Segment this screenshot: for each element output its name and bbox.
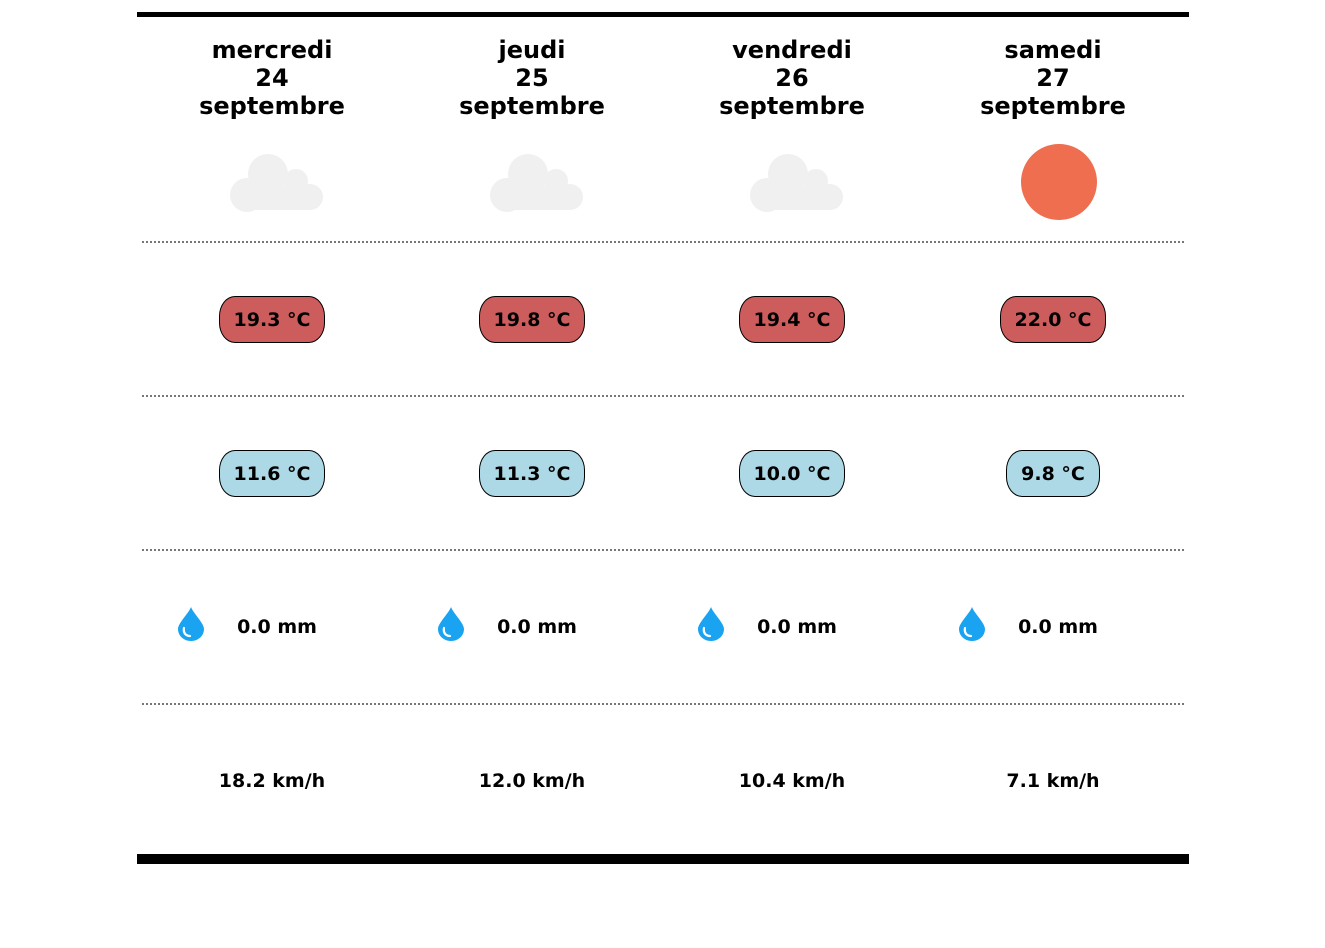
- water-drop-icon: [698, 607, 724, 641]
- day-number: 26: [775, 64, 809, 92]
- day-column: mercredi 24 septembre 19.3 °C 11.6 °C 0: [142, 0, 402, 860]
- sun-icon: [1021, 144, 1097, 220]
- max-temp-value: 19.4 °C: [738, 296, 846, 343]
- precipitation-row: 0.0 mm: [142, 604, 402, 644]
- wind-speed-value: 18.2 km/h: [218, 770, 326, 792]
- min-temp-badge: 11.6 °C: [142, 450, 402, 497]
- row-divider: [142, 395, 1184, 397]
- day-number: 27: [1036, 64, 1070, 92]
- wind-speed-value: 12.0 km/h: [478, 770, 586, 792]
- min-temp-value: 11.6 °C: [218, 450, 326, 497]
- max-temp-value: 19.8 °C: [478, 296, 586, 343]
- precipitation-value: 0.0 mm: [497, 616, 577, 638]
- day-number: 25: [515, 64, 549, 92]
- max-temp-badge: 19.8 °C: [402, 296, 662, 343]
- row-divider: [142, 549, 1184, 551]
- min-temp-value: 11.3 °C: [478, 450, 586, 497]
- min-temp-badge: 11.3 °C: [402, 450, 662, 497]
- bottom-border: [137, 854, 1189, 864]
- max-temp-badge: 19.4 °C: [662, 296, 922, 343]
- min-temp-value: 10.0 °C: [738, 450, 846, 497]
- max-temp-value: 22.0 °C: [999, 296, 1107, 343]
- day-column: samedi 27 septembre 22.0 °C 9.8 °C 0.0 m…: [923, 0, 1183, 860]
- precipitation-value: 0.0 mm: [1018, 616, 1098, 638]
- cloud-icon: [490, 154, 583, 212]
- weekday: mercredi: [211, 36, 333, 64]
- max-temp-badge: 22.0 °C: [923, 296, 1183, 343]
- precipitation-value: 0.0 mm: [757, 616, 837, 638]
- day-heading: mercredi 24 septembre: [142, 36, 402, 120]
- precipitation-row: 0.0 mm: [662, 604, 922, 644]
- day-column: jeudi 25 septembre 19.8 °C 11.3 °C 0.0: [402, 0, 662, 860]
- month: septembre: [199, 92, 345, 120]
- wind-speed-value: 10.4 km/h: [738, 770, 846, 792]
- row-divider: [142, 703, 1184, 705]
- month: septembre: [719, 92, 865, 120]
- month: septembre: [980, 92, 1126, 120]
- day-column: vendredi 26 septembre 19.4 °C 10.0 °C 0: [662, 0, 922, 860]
- row-divider: [142, 241, 1184, 243]
- precipitation-row: 0.0 mm: [402, 604, 662, 644]
- day-heading: vendredi 26 septembre: [662, 36, 922, 120]
- day-heading: samedi 27 septembre: [923, 36, 1183, 120]
- water-drop-icon: [438, 607, 464, 641]
- weekday: vendredi: [732, 36, 852, 64]
- day-heading: jeudi 25 septembre: [402, 36, 662, 120]
- min-temp-badge: 10.0 °C: [662, 450, 922, 497]
- day-number: 24: [255, 64, 289, 92]
- cloud-icon: [750, 154, 843, 212]
- min-temp-value: 9.8 °C: [1006, 450, 1100, 497]
- top-border: [137, 12, 1189, 17]
- max-temp-badge: 19.3 °C: [142, 296, 402, 343]
- water-drop-icon: [178, 607, 204, 641]
- min-temp-badge: 9.8 °C: [923, 450, 1183, 497]
- water-drop-icon: [959, 607, 985, 641]
- month: septembre: [459, 92, 605, 120]
- precipitation-row: 0.0 mm: [923, 604, 1183, 644]
- weekday: samedi: [1004, 36, 1102, 64]
- weekday: jeudi: [498, 36, 566, 64]
- cloud-icon: [230, 154, 323, 212]
- wind-speed-value: 7.1 km/h: [1006, 770, 1100, 792]
- max-temp-value: 19.3 °C: [218, 296, 326, 343]
- precipitation-value: 0.0 mm: [237, 616, 317, 638]
